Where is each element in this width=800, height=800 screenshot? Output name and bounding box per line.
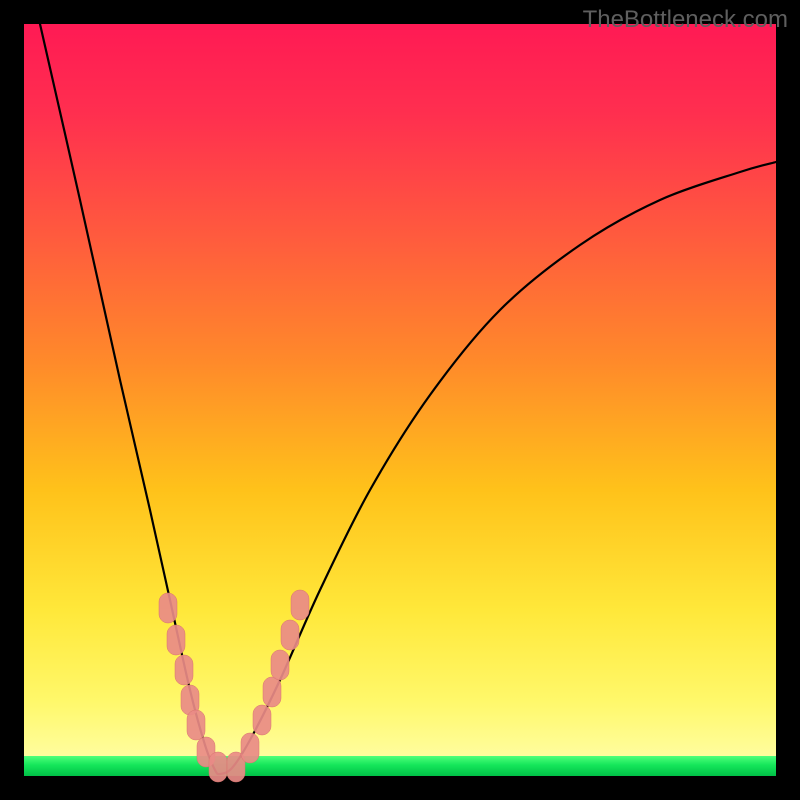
scenario-marker [187, 710, 205, 740]
scenario-marker [175, 655, 193, 685]
scenario-marker [253, 705, 271, 735]
scenario-marker [263, 677, 281, 707]
plot-svg [0, 0, 800, 800]
scenario-marker [291, 590, 309, 620]
bottleneck-curve [40, 24, 776, 774]
scenario-markers-group [159, 590, 309, 782]
scenario-marker [281, 620, 299, 650]
scenario-marker [271, 650, 289, 680]
chart-root: TheBottleneck.com [0, 0, 800, 800]
scenario-marker [159, 593, 177, 623]
scenario-marker [209, 752, 227, 782]
scenario-marker [167, 625, 185, 655]
scenario-marker [241, 733, 259, 763]
source-watermark: TheBottleneck.com [583, 6, 788, 34]
